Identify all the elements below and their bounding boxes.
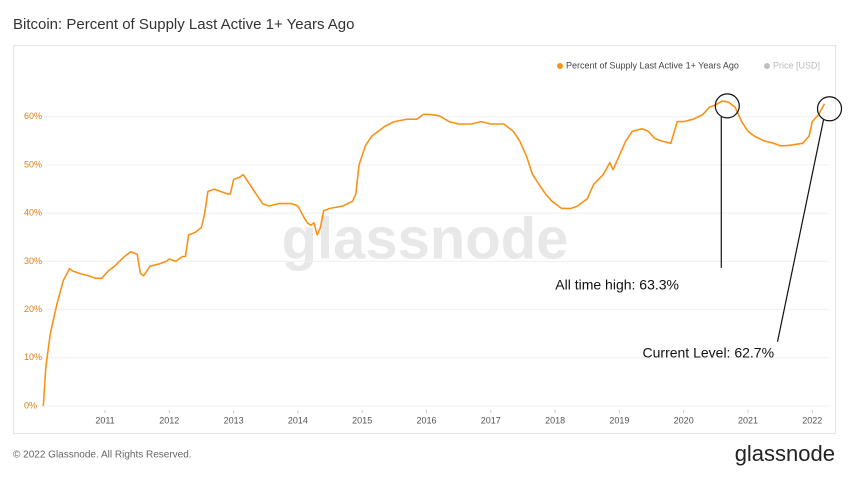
watermark: glassnode: [282, 206, 569, 271]
y-tick-label: 50%: [24, 159, 42, 169]
data-line: [42, 100, 826, 407]
y-tick-label: 20%: [24, 304, 42, 314]
x-tick-label: 2011: [95, 415, 114, 425]
legend-swatch: [557, 63, 563, 69]
x-tick-label: 2013: [224, 415, 244, 425]
x-tick-label: 2016: [416, 415, 436, 425]
y-tick-label: 10%: [24, 352, 42, 362]
y-tick-label: 30%: [24, 256, 42, 266]
annotation-label: Current Level: 62.7%: [643, 344, 775, 360]
x-tick-label: 2012: [159, 415, 179, 425]
brand-logo: glassnode: [735, 441, 835, 466]
y-tick-label: 40%: [24, 208, 42, 218]
x-tick-label: 2022: [802, 415, 822, 425]
copyright: © 2022 Glassnode. All Rights Reserved.: [13, 450, 192, 461]
annotation-circle: [714, 93, 740, 119]
y-tick-label: 0%: [24, 400, 37, 410]
x-tick-label: 2015: [352, 415, 372, 425]
chart-title: Bitcoin: Percent of Supply Last Active 1…: [13, 16, 354, 33]
x-tick-label: 2021: [738, 415, 758, 425]
x-tick-label: 2014: [288, 415, 308, 425]
y-tick-label: 60%: [24, 111, 42, 121]
x-tick-label: 2019: [609, 415, 629, 425]
annotation-leader: [776, 119, 825, 342]
chart-frame: [13, 45, 836, 434]
annotation-label: All time high: 63.3%: [555, 277, 679, 293]
legend-label: Percent of Supply Last Active 1+ Years A…: [566, 60, 739, 70]
annotation-circle: [816, 96, 843, 122]
x-tick-label: 2018: [545, 415, 565, 425]
x-tick-label: 2017: [481, 415, 501, 425]
legend-label: Price [USD]: [773, 60, 820, 70]
x-tick-label: 2020: [674, 415, 694, 425]
legend-swatch: [764, 63, 770, 69]
